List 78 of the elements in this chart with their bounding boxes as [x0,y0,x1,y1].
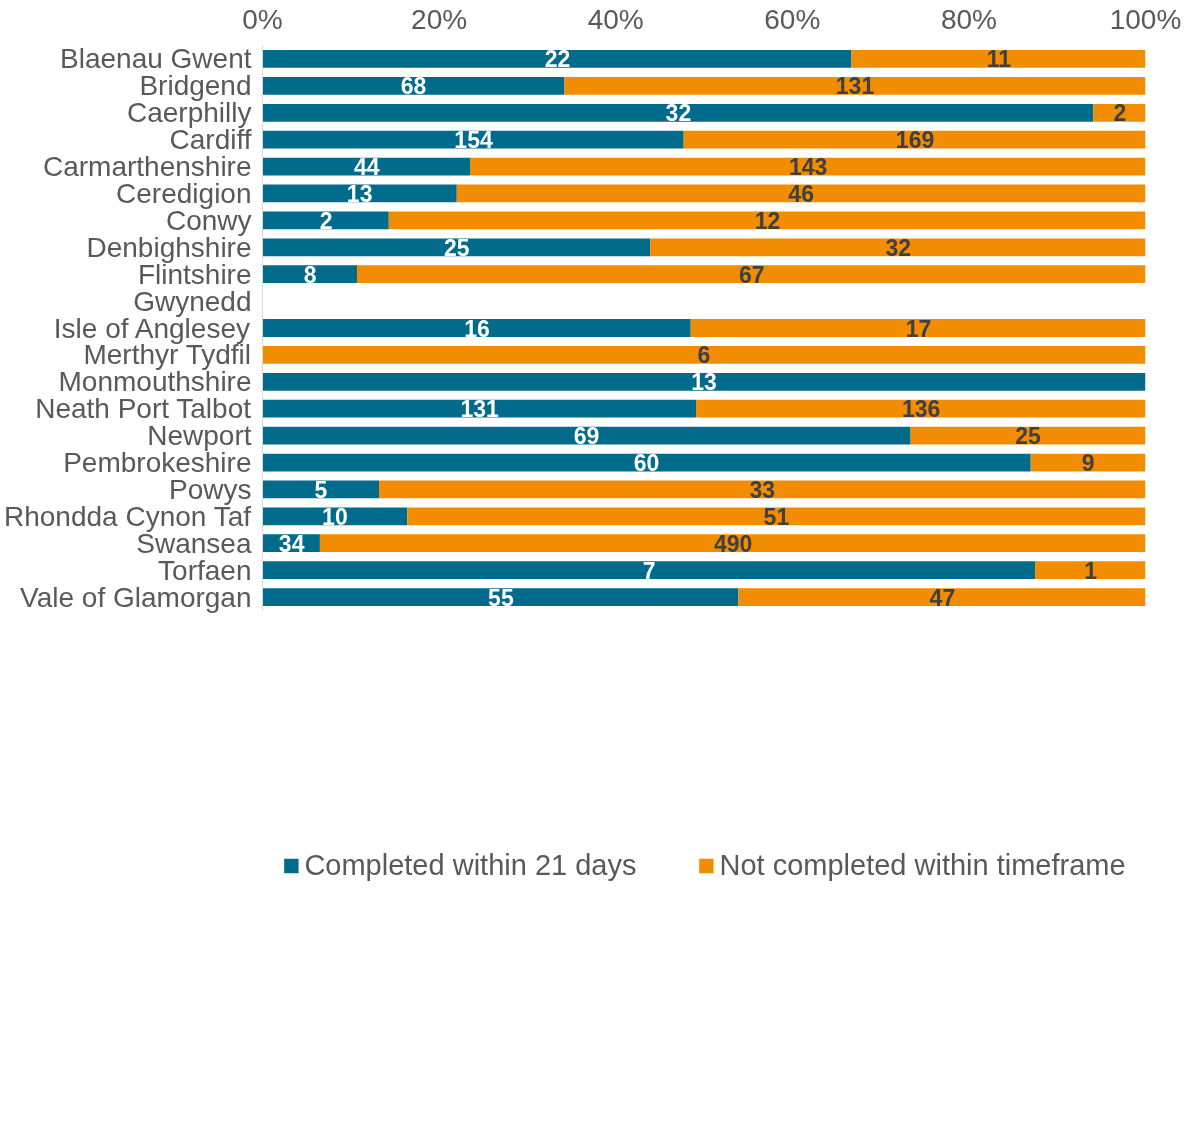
annotation: 8 [303,261,317,288]
annotation: 32 [885,234,912,261]
bar [262,265,357,284]
annotation: 12 [754,207,781,234]
annotation: 9 [1081,450,1095,477]
annotation: 51 [763,503,790,530]
annotation: 44 [353,154,380,181]
annotation: 32 [665,100,692,127]
annotation: 25 [443,234,470,261]
annotation: 490 [713,530,753,557]
bar [690,319,1146,337]
annotation: 13 [346,180,373,207]
bar [379,480,1146,499]
bar [696,399,1146,418]
annotation: 17 [905,315,932,342]
annotation: 10 [322,503,348,530]
annotation: 13 [691,369,717,396]
annotation: 55 [488,584,514,611]
annotation: 2 [1113,100,1127,127]
legend-label: Completed within 21 days [304,848,637,882]
annotation: 6 [697,342,711,369]
bar [650,238,1146,257]
bar [262,453,1031,472]
bar [356,265,1146,284]
bar [470,157,1146,176]
annotation: 131 [460,396,500,423]
bar [262,238,651,257]
bar [262,211,389,230]
x-tick-label: 100% [1109,3,1182,35]
bar [407,507,1146,526]
annotation: 16 [464,315,490,342]
y-tick-label: Carmarthenshire [42,151,252,183]
annotation: 47 [929,584,956,611]
annotation: 34 [278,530,305,557]
bar [262,588,739,606]
annotation: 154 [454,127,493,154]
bar [262,346,1146,364]
annotation: 143 [789,154,828,181]
bar [262,50,852,68]
annotation: 11 [986,46,1012,73]
annotation: 67 [738,261,765,288]
annotation: 69 [573,423,600,450]
bar [262,103,1094,122]
x-tick-label: 60% [764,3,821,35]
annotation: 68 [400,73,427,100]
x-tick-label: 40% [587,3,644,35]
annotation: 131 [835,73,875,100]
annotation: 1 [1084,557,1098,584]
bar [456,184,1146,203]
bar [564,76,1146,95]
bar [1035,561,1146,580]
bar [262,372,1146,391]
bar [262,76,565,95]
x-tick-label: 80% [940,3,997,35]
bar [262,399,697,418]
bar [738,588,1146,606]
annotation: 25 [1015,423,1042,450]
bar [851,50,1146,68]
x-tick-label: 20% [411,3,468,35]
annotation: 22 [544,46,571,73]
bar [319,534,1146,553]
bar [262,426,911,445]
x-tick-label: 0% [242,3,283,35]
annotation: 2 [319,207,333,234]
annotation: 5 [314,476,328,503]
annotation: 33 [749,476,776,503]
bar [262,319,691,337]
annotation: 169 [895,127,935,154]
annotation: 7 [642,557,656,584]
legend-label: Not completed within timeframe [719,848,1126,882]
annotation: 46 [788,180,814,207]
annotation: 136 [902,396,941,423]
bar [262,561,1036,580]
bar [683,130,1146,149]
annotation: 60 [633,450,660,477]
bar [262,507,408,526]
bar [262,130,684,149]
bar [388,211,1146,230]
